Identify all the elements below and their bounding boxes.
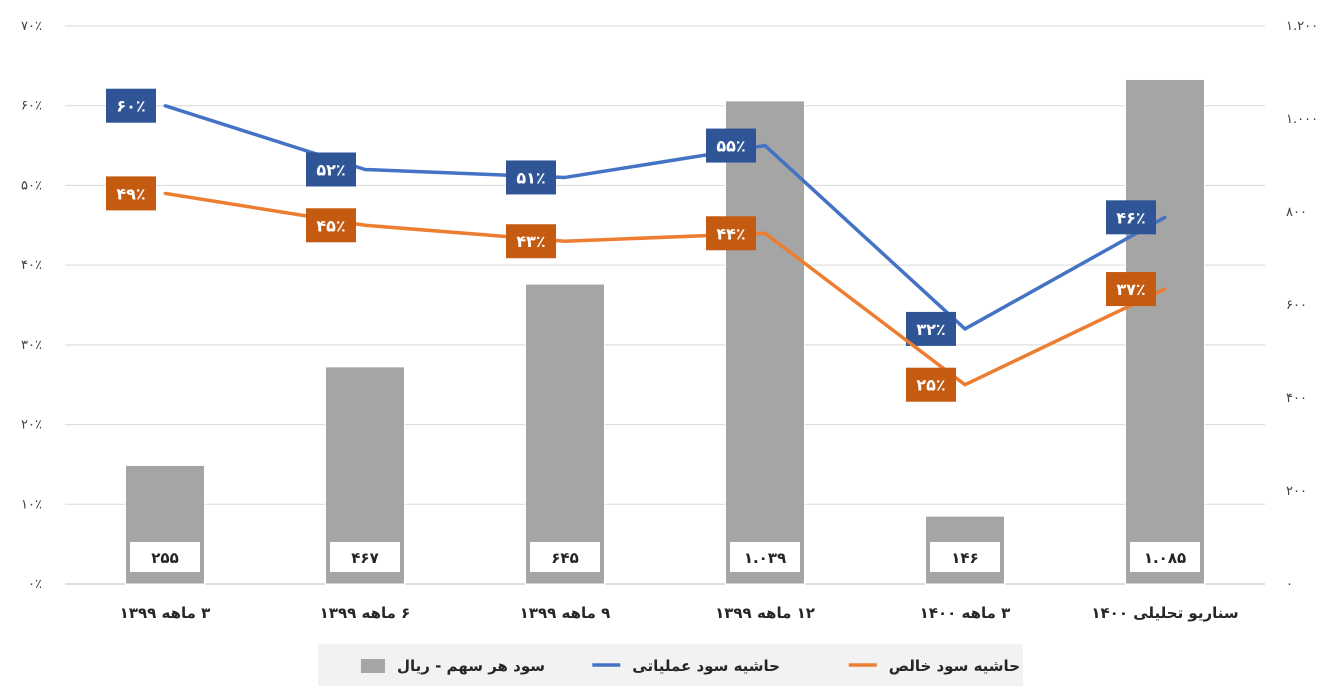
bar-value-label: ۶۴۵ bbox=[551, 549, 578, 567]
bar-value-label: ۱.۰۸۵ bbox=[1144, 549, 1186, 567]
point-value-label: ۴۶٪ bbox=[1116, 208, 1145, 227]
left-axis-tick-label: ۶۰٪ bbox=[21, 99, 42, 114]
point-value-label: ۶۰٪ bbox=[116, 97, 145, 116]
data-point bbox=[563, 175, 567, 179]
right-axis-tick-label: ۴۰۰ bbox=[1286, 391, 1307, 406]
bar-label-box bbox=[330, 542, 400, 572]
bar-value-label: ۱۴۶ bbox=[951, 549, 978, 567]
bar-label-box bbox=[530, 542, 600, 572]
data-point bbox=[1163, 215, 1167, 219]
data-point bbox=[1163, 287, 1167, 291]
bar-label-box bbox=[1130, 542, 1200, 572]
category-label: ۳ ماهه ۱۴۰۰ bbox=[920, 604, 1011, 622]
right-axis-tick-label: ۸۰۰ bbox=[1286, 205, 1307, 220]
point-value-label: ۳۷٪ bbox=[1116, 280, 1145, 299]
point-label-box bbox=[106, 176, 156, 211]
left-axis-tick-label: ۵۰٪ bbox=[21, 178, 42, 193]
point-label-box bbox=[1106, 272, 1156, 307]
point-label-box bbox=[306, 208, 356, 243]
data-point bbox=[163, 104, 167, 108]
right-axis-tick-label: ۰ bbox=[1286, 577, 1293, 592]
point-value-label: ۴۹٪ bbox=[116, 184, 145, 203]
point-label-box bbox=[106, 88, 156, 123]
point-label-box bbox=[906, 311, 956, 346]
point-value-label: ۳۲٪ bbox=[916, 320, 945, 339]
data-point bbox=[563, 239, 567, 243]
point-label-box bbox=[1106, 200, 1156, 235]
bar-label-box bbox=[930, 542, 1000, 572]
point-value-label: ۵۲٪ bbox=[316, 160, 345, 179]
category-label: ۶ ماهه ۱۳۹۹ bbox=[320, 604, 411, 622]
right-axis-tick-label: ۱.۰۰۰ bbox=[1286, 112, 1318, 127]
right-axis-tick-label: ۶۰۰ bbox=[1286, 298, 1307, 313]
point-label-box bbox=[306, 152, 356, 187]
category-label: ۱۲ ماهه ۱۳۹۹ bbox=[715, 604, 815, 622]
legend-swatch bbox=[360, 659, 385, 673]
right-axis-tick-label: ۱.۲۰۰ bbox=[1286, 19, 1318, 34]
legend-label: حاشیه سود خالص bbox=[889, 657, 1020, 675]
legend-label: حاشیه سود عملیاتی bbox=[632, 657, 780, 675]
data-point bbox=[363, 167, 367, 171]
data-point bbox=[163, 191, 167, 195]
bar-label-box bbox=[130, 542, 200, 572]
category-label: ۳ ماهه ۱۳۹۹ bbox=[120, 604, 211, 622]
bar bbox=[725, 100, 805, 585]
data-point bbox=[963, 383, 967, 387]
bar bbox=[525, 283, 605, 585]
point-label-box bbox=[906, 367, 956, 402]
point-value-label: ۴۴٪ bbox=[716, 224, 745, 243]
data-point bbox=[363, 223, 367, 227]
point-value-label: ۴۳٪ bbox=[516, 232, 545, 251]
left-axis-tick-label: ۳۰٪ bbox=[21, 338, 42, 353]
bar-value-label: ۱.۰۳۹ bbox=[744, 549, 786, 567]
category-label: سناریو تحلیلی ۱۴۰۰ bbox=[1091, 604, 1238, 622]
point-label-box bbox=[706, 128, 756, 163]
point-value-label: ۲۵٪ bbox=[916, 376, 945, 395]
bar-label-box bbox=[730, 542, 800, 572]
left-axis-tick-label: ۴۰٪ bbox=[21, 258, 42, 273]
bar-value-label: ۲۵۵ bbox=[151, 549, 178, 567]
legend-label: سود هر سهم - ریال bbox=[397, 657, 545, 675]
category-label: ۹ ماهه ۱۳۹۹ bbox=[520, 604, 611, 622]
point-label-box bbox=[706, 216, 756, 251]
point-value-label: ۵۱٪ bbox=[516, 168, 545, 187]
data-point bbox=[763, 144, 767, 148]
left-axis-tick-label: ۰٪ bbox=[28, 577, 42, 592]
bar bbox=[1125, 78, 1205, 585]
bar-value-label: ۴۶۷ bbox=[351, 549, 378, 567]
data-point bbox=[963, 327, 967, 331]
left-axis-tick-label: ۷۰٪ bbox=[21, 19, 42, 34]
left-axis-tick-label: ۱۰٪ bbox=[21, 497, 42, 512]
point-value-label: ۵۵٪ bbox=[716, 137, 745, 156]
data-point bbox=[763, 231, 767, 235]
left-axis-tick-label: ۲۰٪ bbox=[21, 418, 42, 433]
right-axis-tick-label: ۲۰۰ bbox=[1286, 484, 1307, 499]
point-label-box bbox=[506, 160, 556, 195]
point-value-label: ۴۵٪ bbox=[316, 216, 345, 235]
point-label-box bbox=[506, 224, 556, 259]
legend-box bbox=[318, 644, 1023, 686]
